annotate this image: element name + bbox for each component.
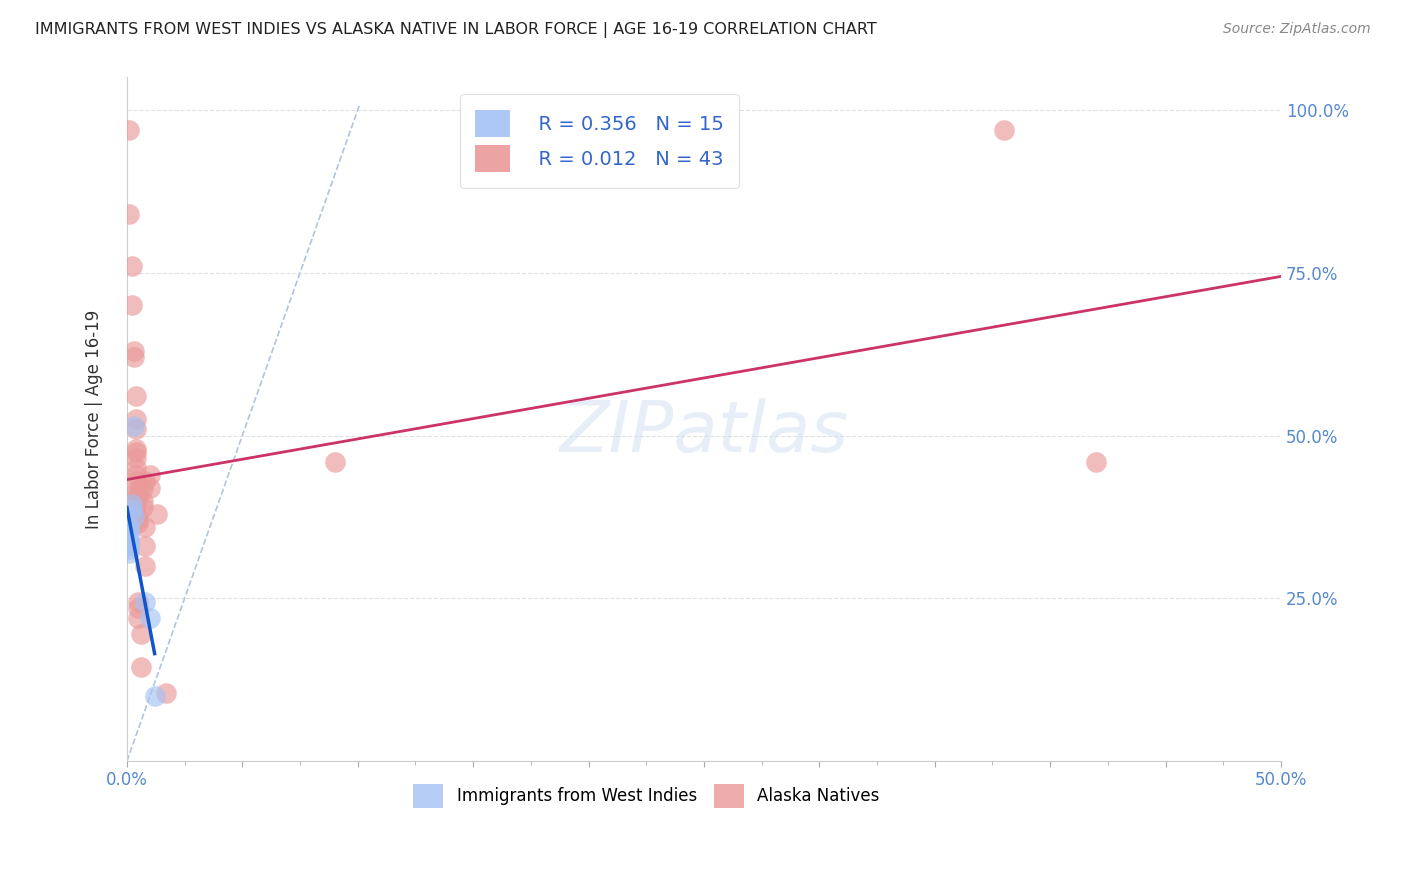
Point bbox=[118, 529, 141, 543]
Text: Source: ZipAtlas.com: Source: ZipAtlas.com bbox=[1223, 22, 1371, 37]
Point bbox=[118, 546, 141, 560]
Point bbox=[127, 516, 149, 531]
Point bbox=[118, 539, 141, 553]
Point bbox=[122, 510, 145, 524]
Point bbox=[118, 523, 141, 537]
Point bbox=[125, 451, 148, 466]
Point bbox=[122, 418, 145, 433]
Point bbox=[155, 686, 177, 700]
Point bbox=[125, 491, 148, 505]
Point bbox=[139, 481, 162, 495]
Point bbox=[132, 500, 155, 515]
Point bbox=[127, 510, 149, 524]
Point bbox=[134, 594, 156, 608]
Point bbox=[127, 611, 149, 625]
Point bbox=[143, 689, 166, 703]
Point bbox=[139, 467, 162, 482]
Point bbox=[118, 122, 141, 136]
Point bbox=[127, 513, 149, 527]
Y-axis label: In Labor Force | Age 16-19: In Labor Force | Age 16-19 bbox=[86, 310, 103, 529]
Point bbox=[125, 422, 148, 436]
Point bbox=[125, 442, 148, 456]
Point bbox=[132, 493, 155, 508]
Point bbox=[127, 491, 149, 505]
Point bbox=[127, 594, 149, 608]
Point bbox=[122, 343, 145, 358]
Point bbox=[118, 533, 141, 547]
Point bbox=[323, 454, 346, 468]
Point bbox=[146, 507, 169, 521]
Point bbox=[139, 611, 162, 625]
Point bbox=[132, 481, 155, 495]
Point bbox=[118, 519, 141, 533]
Point bbox=[129, 659, 152, 673]
Point bbox=[125, 412, 148, 426]
Point bbox=[125, 497, 148, 511]
Text: ZIPatlas: ZIPatlas bbox=[560, 399, 848, 467]
Text: IMMIGRANTS FROM WEST INDIES VS ALASKA NATIVE IN LABOR FORCE | AGE 16-19 CORRELAT: IMMIGRANTS FROM WEST INDIES VS ALASKA NA… bbox=[35, 22, 877, 38]
Point bbox=[125, 474, 148, 488]
Point bbox=[125, 461, 148, 475]
Point bbox=[122, 351, 145, 365]
Point bbox=[134, 519, 156, 533]
Point bbox=[125, 483, 148, 498]
Point bbox=[118, 207, 141, 221]
Point bbox=[121, 497, 143, 511]
Point bbox=[1085, 454, 1108, 468]
Point bbox=[121, 503, 143, 517]
Legend: Immigrants from West Indies, Alaska Natives: Immigrants from West Indies, Alaska Nati… bbox=[406, 777, 886, 814]
Point bbox=[127, 601, 149, 615]
Point bbox=[125, 467, 148, 482]
Point bbox=[134, 539, 156, 553]
Point bbox=[118, 536, 141, 550]
Point bbox=[121, 259, 143, 273]
Point bbox=[121, 298, 143, 312]
Point bbox=[127, 483, 149, 498]
Point bbox=[993, 122, 1015, 136]
Point bbox=[118, 542, 141, 557]
Point bbox=[125, 507, 148, 521]
Point bbox=[134, 558, 156, 573]
Point bbox=[129, 627, 152, 641]
Point bbox=[125, 389, 148, 403]
Point bbox=[125, 445, 148, 459]
Point bbox=[134, 474, 156, 488]
